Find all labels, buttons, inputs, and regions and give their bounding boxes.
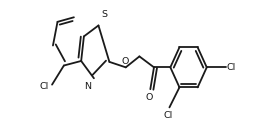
Text: O: O [145, 93, 153, 102]
Text: O: O [122, 56, 129, 66]
Text: Cl: Cl [227, 63, 236, 72]
Text: S: S [101, 10, 107, 19]
Text: Cl: Cl [164, 111, 173, 120]
Text: N: N [84, 82, 91, 91]
Text: Cl: Cl [40, 82, 49, 91]
